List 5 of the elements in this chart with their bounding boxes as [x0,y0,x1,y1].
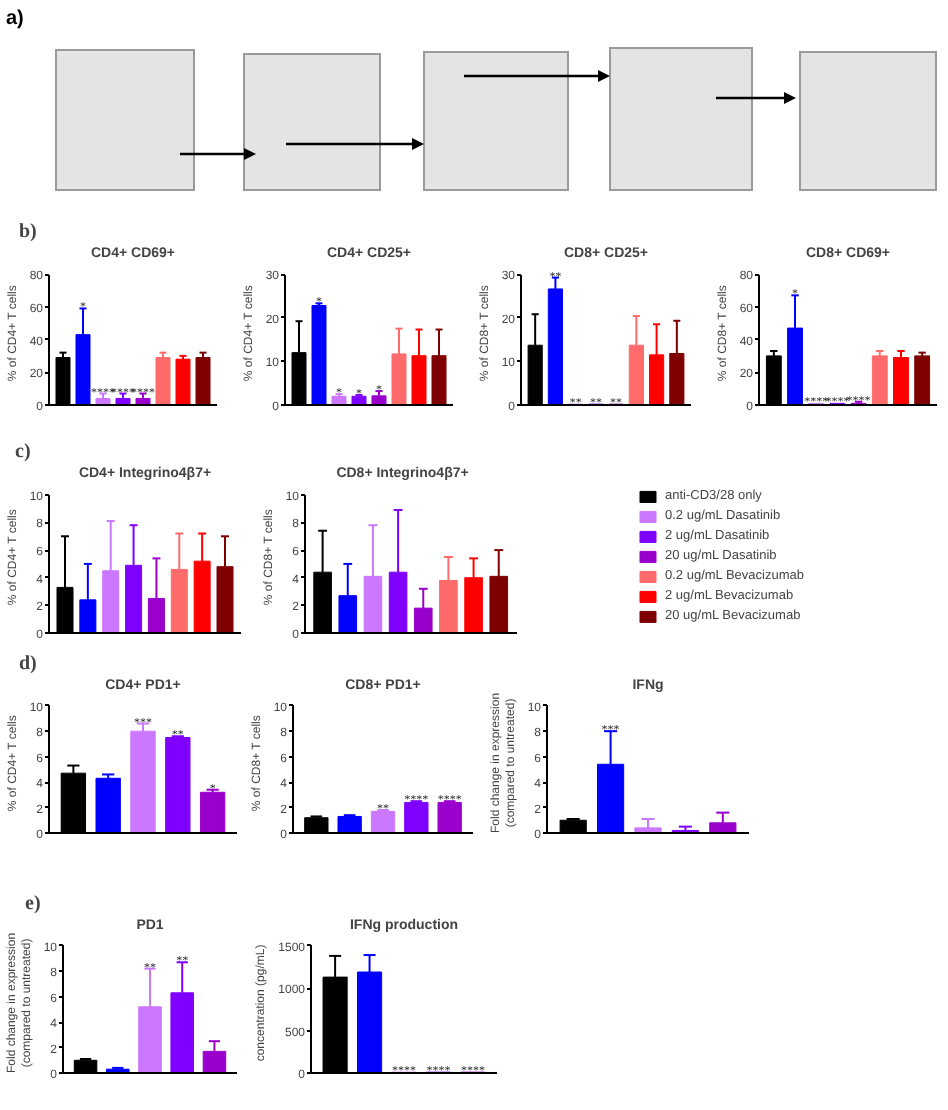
text: b) [19,221,37,243]
text: e) [25,893,41,915]
text: c) [15,441,31,463]
text: d) [19,653,37,675]
text: a) [6,8,24,30]
